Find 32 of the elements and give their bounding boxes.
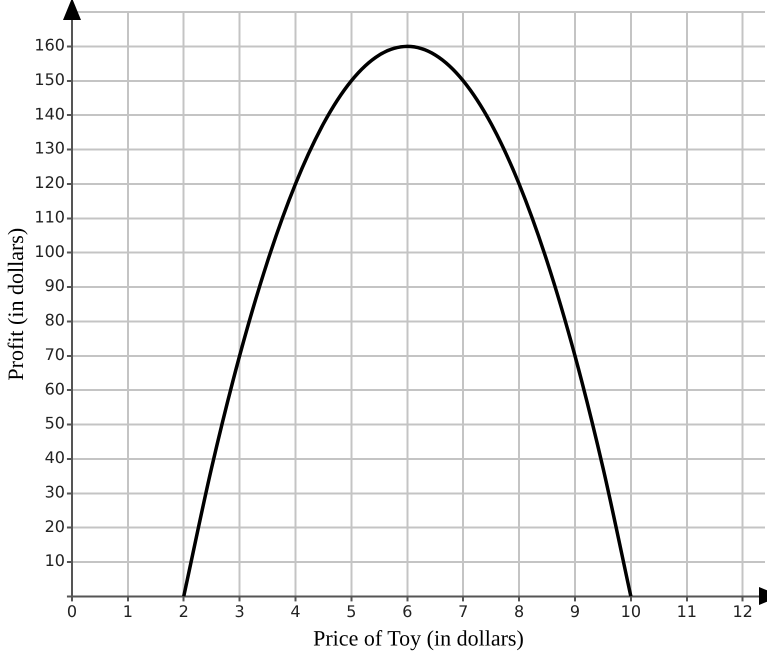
x-tick-label: 1: [122, 602, 133, 622]
x-tick-label: 12: [732, 602, 753, 622]
y-tick-label: 40: [44, 448, 65, 468]
y-tick-label: 120: [34, 173, 65, 192]
y-tick-label: 100: [34, 242, 65, 261]
y-axis-title: Profit (in dollars): [2, 228, 28, 381]
y-tick-label: 30: [44, 482, 65, 502]
x-tick-label: 9: [570, 602, 580, 622]
x-axis-title: Price of Toy (in dollars): [313, 626, 524, 651]
x-tick-label: 7: [458, 602, 468, 622]
y-tick-label: 60: [44, 379, 65, 398]
y-tick-label: 20: [44, 516, 65, 536]
y-tick-label: 160: [34, 36, 65, 55]
y-tick-label: 80: [44, 310, 65, 330]
x-tick-label: 11: [676, 602, 697, 622]
x-tick-label: 3: [234, 602, 245, 622]
x-tick-label: 10: [620, 602, 642, 622]
x-tick-label: 0: [66, 602, 78, 622]
y-tick-label: 130: [34, 138, 65, 158]
x-tick-label: 4: [290, 602, 301, 622]
x-tick-label: 6: [402, 602, 412, 622]
x-tick-label: 8: [514, 602, 524, 622]
y-tick-label: 140: [34, 104, 65, 124]
y-tick-label: 50: [44, 414, 65, 433]
y-tick-label: 70: [44, 344, 65, 364]
line-series: [182, 44, 633, 596]
y-tick-label: 10: [44, 551, 65, 570]
y-tick-label: 150: [34, 70, 65, 89]
y-tick-label: 110: [34, 207, 65, 226]
y-tick-label: 90: [44, 276, 65, 296]
x-tick-label: 2: [178, 602, 189, 622]
x-tick-label: 5: [346, 602, 356, 622]
